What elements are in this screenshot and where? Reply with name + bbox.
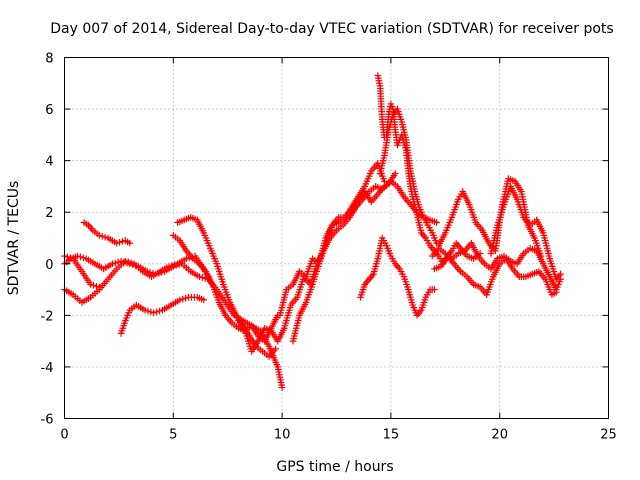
x-tick-label: 25 (600, 428, 617, 443)
y-tick-labels: -6 -4 -2 0 2 4 6 8 (41, 52, 54, 428)
y-axis-label: SDTVAR / TECUs (6, 181, 22, 296)
data-point (272, 345, 279, 353)
series-arc5 (117, 294, 208, 337)
data-point (196, 273, 203, 280)
data-point (116, 238, 123, 246)
series-arc3 (80, 219, 134, 247)
x-tick-labels: 0 5 10 15 20 25 (60, 428, 616, 443)
chart-title: Day 007 of 2014, Sidereal Day-to-day VTE… (50, 21, 613, 37)
series-arc10 (289, 177, 440, 345)
data-point (278, 384, 286, 391)
data-point (109, 260, 116, 268)
data-point (431, 286, 438, 293)
data-point (557, 270, 564, 278)
data-point (87, 281, 94, 288)
data-point (96, 232, 103, 239)
data-point (146, 269, 154, 276)
data-point (117, 257, 125, 265)
data-point (149, 269, 157, 277)
data-point (175, 261, 183, 268)
series-arc12 (376, 105, 440, 247)
data-point (176, 296, 184, 304)
data-point (200, 296, 208, 304)
data-point (101, 233, 109, 241)
y-tick-label: 2 (45, 206, 53, 221)
data-point (64, 253, 71, 261)
data-point (147, 308, 155, 316)
y-tick-label: 4 (45, 155, 53, 170)
series-arc4 (61, 252, 103, 291)
plot-frame (64, 57, 609, 419)
data-point (126, 239, 134, 247)
data-point (93, 282, 100, 290)
x-tick-label: 15 (383, 428, 400, 443)
series-arc6 (170, 232, 282, 345)
data-point (155, 269, 163, 277)
data-point (114, 258, 122, 266)
data-point (153, 308, 160, 316)
y-tick-label: -4 (41, 361, 54, 376)
data-point (552, 288, 560, 296)
y-tick-label: 6 (45, 103, 53, 118)
data-point (537, 252, 545, 260)
data-point (199, 274, 206, 281)
data-point (80, 254, 87, 262)
y-tick-label: -2 (41, 309, 54, 324)
y-tick-label: -6 (41, 413, 54, 428)
data-point (129, 261, 136, 268)
x-tick-label: 10 (274, 428, 291, 443)
series-arc15 (431, 252, 560, 299)
data-point (126, 260, 134, 268)
data-point (182, 294, 189, 302)
x-tick-label: 20 (491, 428, 508, 443)
x-axis-label: GPS time / hours (276, 459, 393, 475)
data-point (123, 259, 131, 267)
series-arc17 (487, 183, 564, 283)
data-point (158, 269, 165, 276)
series-arc13 (357, 234, 438, 319)
data-point (113, 239, 121, 247)
data-point (433, 219, 440, 226)
data-points (61, 72, 564, 391)
data-point (156, 307, 163, 315)
data-point (183, 255, 190, 262)
axis-ticks (64, 57, 609, 419)
data-point (77, 253, 84, 261)
data-point (120, 258, 128, 266)
data-point (152, 270, 160, 278)
data-point (141, 306, 149, 314)
data-point (98, 232, 106, 240)
data-point (179, 295, 187, 303)
data-point (143, 268, 151, 275)
data-point (96, 283, 103, 291)
data-point (74, 252, 81, 260)
data-point (111, 259, 119, 267)
data-point (67, 254, 74, 262)
y-tick-label: 8 (45, 52, 53, 67)
data-point (150, 309, 158, 317)
data-point (132, 262, 139, 269)
data-point (172, 262, 180, 269)
x-tick-label: 0 (60, 428, 68, 443)
data-point (90, 281, 97, 289)
grid-lines (64, 57, 609, 419)
data-point (170, 263, 177, 270)
y-tick-label: 0 (45, 258, 53, 273)
data-point (391, 170, 399, 177)
data-point (144, 307, 152, 315)
x-tick-label: 5 (169, 428, 177, 443)
